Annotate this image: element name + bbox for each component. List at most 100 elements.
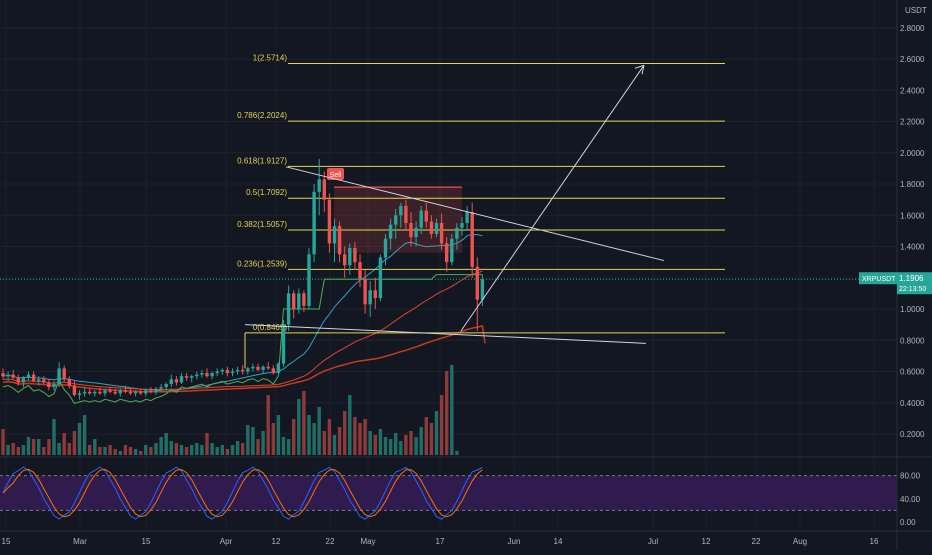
volume-bar xyxy=(266,395,270,455)
candle-body xyxy=(52,384,56,388)
price-tick-label: 0.8000 xyxy=(900,336,925,345)
volume-bar xyxy=(246,425,250,455)
volume-bar xyxy=(42,447,46,455)
candle-body xyxy=(195,374,199,377)
volume-bar xyxy=(174,443,179,455)
time-tick-label: 15 xyxy=(2,537,11,546)
volume-bar xyxy=(11,443,15,455)
volume-bar xyxy=(164,433,168,455)
candle-body xyxy=(235,369,240,372)
candle-body xyxy=(394,215,398,225)
candle-body xyxy=(169,379,173,384)
candle-body xyxy=(62,368,66,380)
volume-bar xyxy=(1,429,5,455)
candle-body xyxy=(271,368,275,374)
fibonacci-retracement[interactable]: 1(2.5714) 0.786(2.2024) 0.618(1.9127) 0.5(1… xyxy=(237,53,725,369)
candle-body xyxy=(220,369,224,372)
volume-bar xyxy=(455,451,459,455)
candle-body xyxy=(302,293,306,306)
volume-bar xyxy=(67,443,71,455)
volume-bar xyxy=(118,451,122,455)
volume-bar xyxy=(57,443,61,455)
volume-bar xyxy=(363,419,367,455)
price-tick-label: 1.6000 xyxy=(900,211,925,220)
candle-body xyxy=(465,212,469,224)
candle-body xyxy=(118,390,122,394)
candle-body xyxy=(210,373,214,377)
candle-body xyxy=(424,210,428,222)
volume-bar xyxy=(195,443,199,455)
projection-arrow-line xyxy=(460,64,645,332)
candle-body xyxy=(144,390,148,394)
last-price-tag: XRPUSDT 1.1906 22:13:50 xyxy=(859,272,932,295)
volume-bar xyxy=(383,437,388,455)
volume-bar xyxy=(225,449,230,455)
price-tick-label: 0.2000 xyxy=(900,430,925,439)
volume-bar xyxy=(184,447,189,455)
volume-bar xyxy=(215,447,219,455)
volume-bar xyxy=(276,415,281,455)
time-tick-label: 22 xyxy=(326,537,335,546)
volume-bar xyxy=(128,447,133,455)
candle-body xyxy=(261,366,265,370)
volume-bar xyxy=(297,399,301,455)
volume-bar xyxy=(139,451,143,455)
stoch-d-line xyxy=(2,468,483,518)
candle-body xyxy=(383,238,388,258)
price-tick-label: 0.4000 xyxy=(900,399,925,408)
candle-body xyxy=(404,205,408,224)
volume-bar xyxy=(368,431,372,455)
volume-bar xyxy=(62,433,66,455)
candle-body xyxy=(358,262,362,280)
price-badge xyxy=(897,272,932,295)
candle-body xyxy=(108,390,112,392)
stoch-k-line xyxy=(2,466,483,520)
candle-body xyxy=(470,212,474,267)
volume-bar xyxy=(205,433,209,455)
candle-body xyxy=(281,324,286,364)
candle-body xyxy=(225,369,230,374)
candle-body xyxy=(256,366,260,370)
volume-bar xyxy=(113,449,117,455)
volume-bar xyxy=(52,419,56,455)
candle-body xyxy=(6,374,10,377)
candle-body xyxy=(434,223,439,234)
candle-body xyxy=(93,391,97,394)
time-tick-label: 17 xyxy=(436,537,445,546)
volume-bar xyxy=(281,437,286,455)
candle-body xyxy=(190,376,194,378)
candle-body xyxy=(439,223,444,244)
volume-bar xyxy=(72,431,77,455)
price-tick-label: 2.6000 xyxy=(900,55,925,64)
volume-bar xyxy=(235,441,240,455)
candle-body xyxy=(230,371,235,374)
stoch-rsi-pane: 80.00 40.00 0.00 xyxy=(0,466,921,527)
candle-body xyxy=(200,373,204,375)
fib-level-label: 0.236(1.2539) xyxy=(237,259,287,268)
time-tick-label: Apr xyxy=(220,537,233,546)
fib-level-label: 0.618(1.9127) xyxy=(237,156,287,165)
volume-bars xyxy=(1,365,459,455)
volume-bar xyxy=(409,431,413,455)
volume-bar xyxy=(348,395,352,455)
candle-body xyxy=(353,248,357,263)
candle-body xyxy=(179,376,184,383)
candle-body xyxy=(445,243,449,263)
ma-50-line xyxy=(2,270,483,390)
currency-label: USDT xyxy=(905,6,927,15)
price-tick-label: 2.2000 xyxy=(900,118,925,127)
price-tick-label: 1.8000 xyxy=(900,180,925,189)
candle-body xyxy=(133,391,138,394)
time-tick-label: 16 xyxy=(870,537,879,546)
volume-bar xyxy=(307,415,311,455)
support-trendline xyxy=(244,324,647,344)
sell-signal: Sell xyxy=(327,168,344,180)
price-tick-label: 0.6000 xyxy=(900,368,925,377)
volume-bar xyxy=(286,439,291,455)
trendlines[interactable]: Sell xyxy=(0,64,897,344)
fib-level-label: 1(2.5714) xyxy=(253,53,288,62)
volume-bar xyxy=(144,445,148,455)
volume-bar xyxy=(358,423,362,455)
